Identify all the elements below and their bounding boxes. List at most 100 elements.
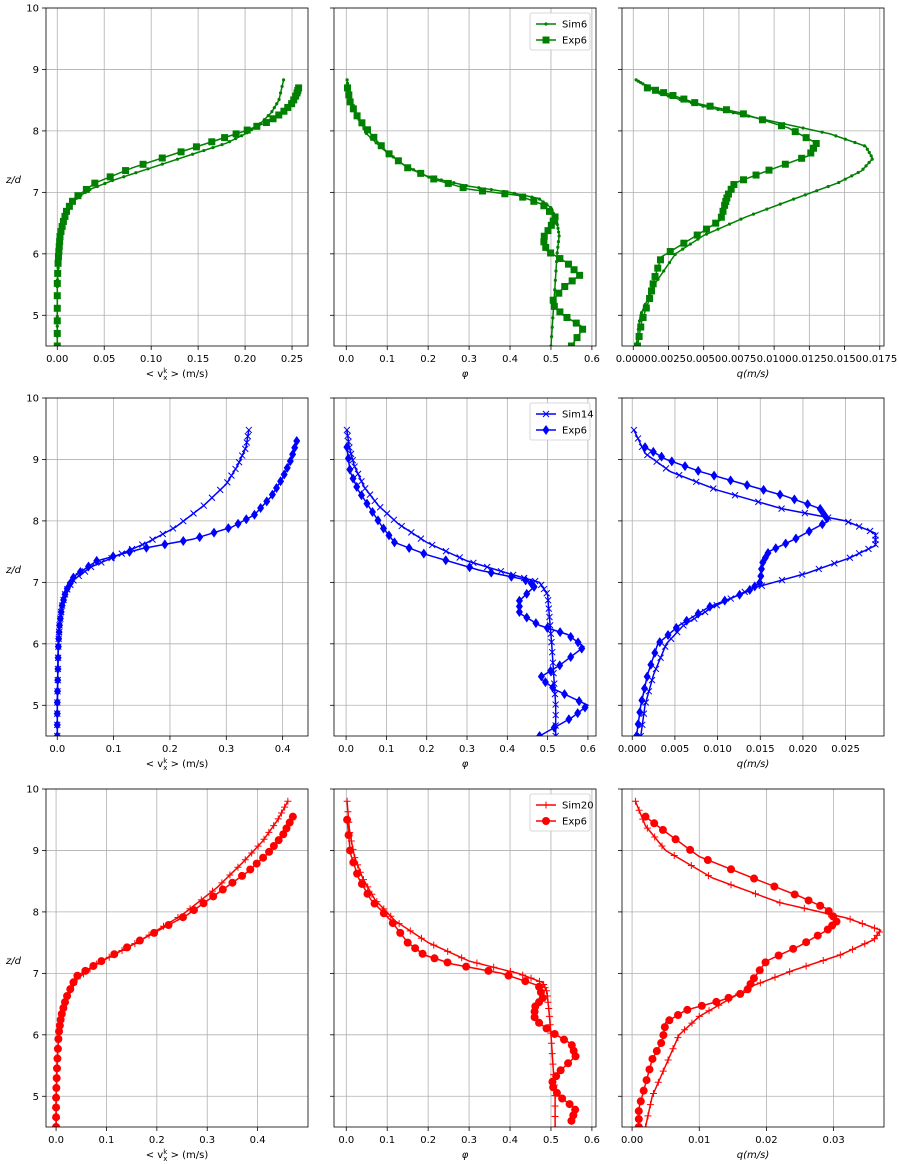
data-point bbox=[288, 100, 296, 108]
data-point bbox=[861, 167, 865, 171]
data-point bbox=[54, 652, 62, 663]
data-point bbox=[765, 166, 773, 174]
data-point bbox=[660, 89, 668, 97]
data-point bbox=[56, 238, 64, 246]
data-point bbox=[816, 503, 824, 514]
data-point bbox=[556, 245, 560, 249]
data-point bbox=[724, 993, 733, 1002]
x-axis-label: φ bbox=[462, 1150, 469, 1161]
data-point bbox=[274, 815, 282, 823]
data-point bbox=[345, 78, 349, 82]
data-point bbox=[110, 950, 119, 959]
data-point bbox=[803, 193, 807, 197]
x-tick-label: 0.2 bbox=[162, 744, 178, 755]
data-point bbox=[202, 148, 206, 153]
data-point bbox=[754, 498, 762, 506]
data-point bbox=[657, 654, 664, 662]
data-point bbox=[160, 162, 164, 166]
data-point bbox=[548, 638, 555, 646]
data-point bbox=[270, 110, 274, 114]
data-point bbox=[545, 207, 553, 215]
x-axis-label: < vk x > (m/s) bbox=[146, 367, 209, 382]
data-point bbox=[540, 238, 548, 246]
data-point bbox=[643, 824, 651, 832]
data-point bbox=[549, 682, 557, 693]
data-point bbox=[349, 858, 358, 867]
data-point bbox=[459, 184, 467, 192]
data-point bbox=[377, 142, 385, 150]
data-point bbox=[52, 1083, 61, 1092]
data-point bbox=[717, 213, 725, 221]
data-point bbox=[567, 651, 575, 662]
data-point bbox=[710, 470, 718, 481]
x-tick-label: 0.20 bbox=[234, 354, 256, 365]
data-point bbox=[53, 697, 61, 708]
data-point bbox=[404, 164, 412, 172]
data-point bbox=[634, 1107, 643, 1116]
data-point bbox=[535, 982, 544, 991]
data-point bbox=[122, 175, 126, 179]
series-group bbox=[630, 426, 879, 736]
data-point bbox=[830, 560, 838, 567]
data-point bbox=[641, 812, 650, 821]
data-point bbox=[53, 708, 61, 719]
data-point bbox=[65, 202, 73, 210]
data-point bbox=[634, 1115, 643, 1124]
series-line bbox=[638, 816, 839, 1127]
data-point bbox=[385, 150, 393, 158]
legend-marker bbox=[542, 410, 550, 418]
data-point bbox=[669, 1045, 677, 1053]
data-point bbox=[804, 499, 812, 510]
data-point bbox=[390, 537, 398, 548]
data-point bbox=[756, 979, 764, 987]
data-point bbox=[757, 571, 765, 582]
series-line bbox=[346, 87, 585, 346]
data-point bbox=[642, 1123, 650, 1127]
data-point bbox=[52, 1074, 61, 1083]
data-point bbox=[241, 445, 249, 453]
x-tick-label: 0.05 bbox=[93, 354, 115, 365]
data-point bbox=[542, 1024, 551, 1033]
data-point bbox=[53, 1044, 62, 1053]
data-point bbox=[865, 147, 869, 151]
data-point bbox=[777, 122, 785, 130]
data-point bbox=[545, 605, 553, 612]
data-point bbox=[246, 865, 255, 874]
data-point bbox=[555, 251, 559, 255]
data-point bbox=[635, 333, 643, 341]
data-point bbox=[568, 277, 576, 285]
data-point bbox=[687, 862, 695, 870]
data-point bbox=[97, 957, 106, 966]
data-point bbox=[52, 1113, 61, 1122]
data-point bbox=[705, 1007, 713, 1015]
data-point bbox=[53, 1054, 62, 1063]
x-tick-label: 0.4 bbox=[250, 1135, 266, 1146]
data-point bbox=[241, 856, 249, 864]
data-point bbox=[849, 945, 857, 953]
data-point bbox=[670, 851, 678, 859]
data-point bbox=[542, 243, 550, 251]
data-point bbox=[654, 1078, 662, 1086]
series-group bbox=[344, 78, 587, 346]
data-point bbox=[61, 998, 70, 1007]
data-point bbox=[55, 248, 63, 256]
data-point bbox=[390, 516, 398, 524]
data-point bbox=[843, 177, 847, 181]
data-point bbox=[560, 689, 568, 700]
data-point bbox=[671, 835, 680, 844]
data-point bbox=[466, 562, 474, 573]
data-point bbox=[789, 944, 798, 953]
x-tick-label: 0.3 bbox=[461, 1135, 477, 1146]
data-point bbox=[724, 190, 732, 198]
series-line bbox=[346, 79, 560, 346]
data-point bbox=[764, 548, 772, 559]
data-point bbox=[551, 1123, 559, 1127]
data-point bbox=[106, 173, 114, 181]
data-point bbox=[855, 523, 863, 530]
data-point bbox=[761, 958, 770, 967]
data-point bbox=[740, 176, 748, 184]
data-point bbox=[91, 179, 99, 187]
data-point bbox=[648, 676, 656, 684]
data-point bbox=[452, 181, 456, 185]
data-point bbox=[442, 555, 450, 566]
